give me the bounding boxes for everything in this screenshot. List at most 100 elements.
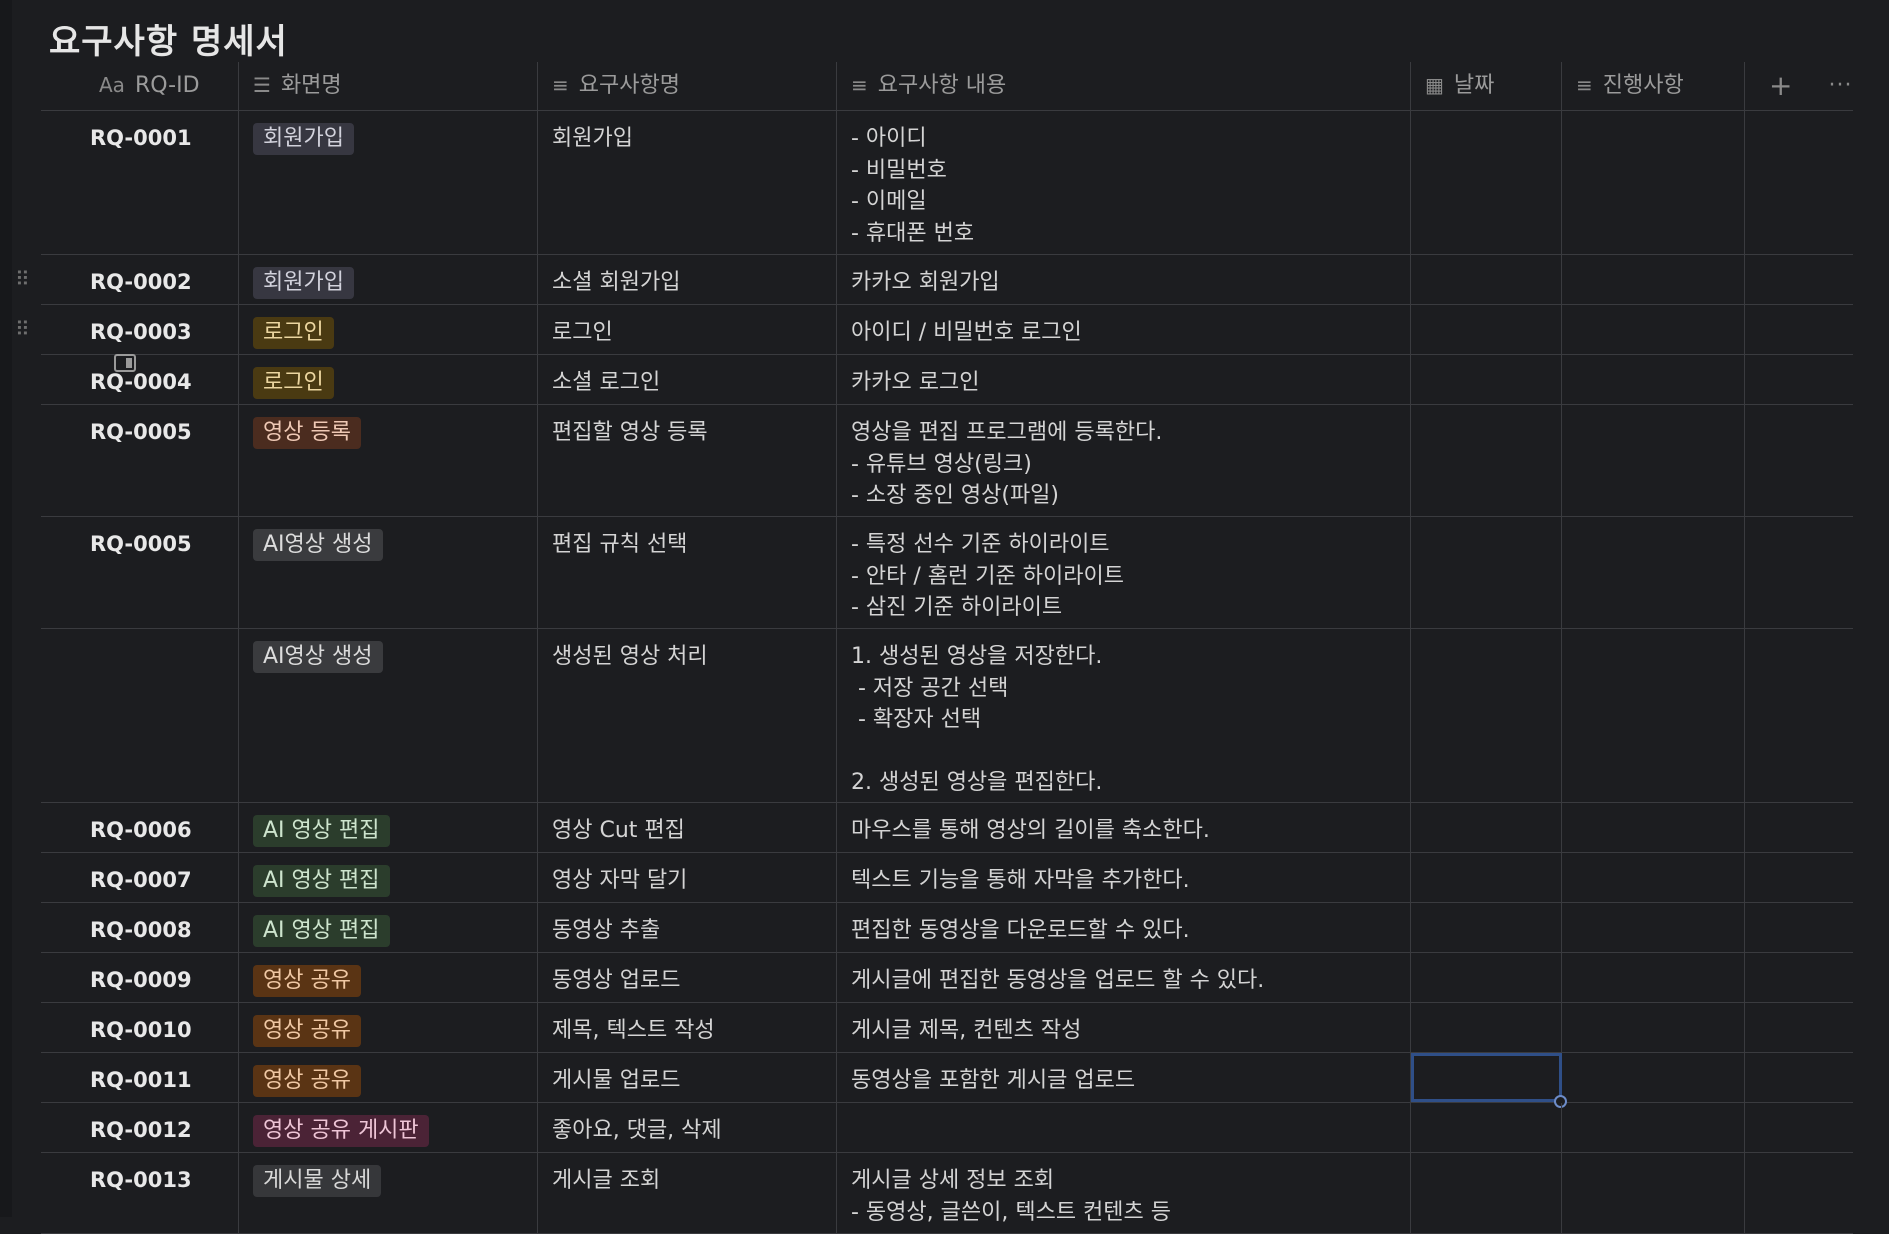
rq-id-cell[interactable]: RQ-0012 (41, 1103, 239, 1152)
column-header-rq-id[interactable]: Aa RQ-ID (41, 62, 239, 110)
screen-tag[interactable]: 로그인 (253, 367, 334, 399)
requirement-content-cell[interactable]: 카카오 로그인 (837, 355, 1411, 404)
progress-cell[interactable] (1562, 1153, 1745, 1233)
date-cell[interactable] (1411, 111, 1562, 254)
table-row[interactable]: AI영상 생성 생성된 영상 처리 1. 생성된 영상을 저장한다. - 저장 공간… (41, 629, 1853, 803)
requirement-name-cell[interactable]: 동영상 업로드 (538, 953, 837, 1002)
table-row[interactable]: RQ-0001 회원가입 회원가입 - 아이디 - 비밀번호 - 이메일 - 휴대폰 … (41, 111, 1853, 255)
progress-cell[interactable] (1562, 953, 1745, 1002)
progress-cell[interactable] (1562, 1103, 1745, 1152)
screen-tag[interactable]: 회원가입 (253, 123, 354, 155)
table-row[interactable]: RQ-0005 AI영상 생성 편집 규칙 선택 - 특정 선수 기준 하이라이트 -… (41, 517, 1853, 629)
requirement-name-cell[interactable]: 영상 자막 달기 (538, 853, 837, 902)
rq-id-cell[interactable]: RQ-0003 (41, 305, 239, 372)
screen-tag[interactable]: AI 영상 편집 (253, 865, 390, 897)
screen-cell[interactable]: AI 영상 편집 (239, 803, 538, 852)
fill-handle[interactable] (1554, 1095, 1567, 1108)
requirement-content-cell[interactable]: - 아이디 - 비밀번호 - 이메일 - 휴대폰 번호 (837, 111, 1411, 254)
table-row[interactable]: ⠿ RQ-0002 회원가입 소셜 회원가입 카카오 회원가입 (15, 255, 1853, 305)
rq-id-cell[interactable] (41, 629, 239, 802)
date-cell[interactable] (1411, 305, 1562, 354)
table-row[interactable]: RQ-0009 영상 공유 동영상 업로드 게시글에 편집한 동영상을 업로드 할 수… (41, 953, 1853, 1003)
requirement-content-cell[interactable]: 마우스를 통해 영상의 길이를 축소한다. (837, 803, 1411, 852)
progress-cell[interactable] (1562, 111, 1745, 254)
requirement-name-cell[interactable]: 게시글 조회 (538, 1153, 837, 1233)
rq-id-cell[interactable]: RQ-0005 (41, 517, 239, 628)
requirement-name-cell[interactable]: 게시물 업로드 (538, 1053, 837, 1102)
requirement-name-cell[interactable]: 편집 규칙 선택 (538, 517, 837, 628)
progress-cell[interactable] (1562, 853, 1745, 902)
screen-tag[interactable]: 영상 공유 (253, 1015, 361, 1047)
date-cell[interactable] (1411, 953, 1562, 1002)
screen-cell[interactable]: AI영상 생성 (239, 629, 538, 802)
rq-id-cell[interactable]: RQ-0011 (41, 1053, 239, 1102)
requirement-name-cell[interactable]: 영상 Cut 편집 (538, 803, 837, 852)
progress-cell[interactable] (1562, 1053, 1745, 1102)
table-row[interactable]: RQ-0008 AI 영상 편집 동영상 추출 편집한 동영상을 다운로드할 수 있다… (41, 903, 1853, 953)
column-header-req-name[interactable]: ≡ 요구사항명 (538, 62, 837, 110)
column-header-req-content[interactable]: ≡ 요구사항 내용 (837, 62, 1411, 110)
progress-cell[interactable] (1562, 803, 1745, 852)
screen-cell[interactable]: 게시물 상세 (239, 1153, 538, 1233)
rq-id-cell[interactable]: RQ-0006 (41, 803, 239, 852)
requirement-name-cell[interactable]: 소셜 회원가입 (538, 255, 837, 304)
screen-cell[interactable]: 영상 공유 (239, 1003, 538, 1052)
rq-id-cell[interactable]: RQ-0005 (41, 405, 239, 516)
rq-id-cell[interactable]: RQ-0013 (41, 1153, 239, 1233)
table-row[interactable]: RQ-0004 로그인 소셜 로그인 카카오 로그인 (41, 355, 1853, 405)
drag-handle-icon[interactable]: ⠿ (15, 317, 30, 341)
table-row[interactable]: RQ-0010 영상 공유 제목, 텍스트 작성 게시글 제목, 컨텐츠 작성 (41, 1003, 1853, 1053)
progress-cell[interactable] (1562, 1003, 1745, 1052)
screen-tag[interactable]: 영상 공유 (253, 965, 361, 997)
progress-cell[interactable] (1562, 629, 1745, 802)
screen-tag[interactable]: 회원가입 (253, 267, 354, 299)
requirement-content-cell[interactable]: 게시글에 편집한 동영상을 업로드 할 수 있다. (837, 953, 1411, 1002)
requirement-name-cell[interactable]: 생성된 영상 처리 (538, 629, 837, 802)
screen-tag[interactable]: AI영상 생성 (253, 641, 383, 673)
progress-cell[interactable] (1562, 903, 1745, 952)
date-cell[interactable] (1411, 255, 1562, 304)
rq-id-cell[interactable]: RQ-0009 (41, 953, 239, 1002)
rq-id-cell[interactable]: RQ-0004 (41, 355, 239, 404)
requirement-content-cell[interactable]: 아이디 / 비밀번호 로그인 (837, 305, 1411, 354)
requirement-content-cell[interactable]: 1. 생성된 영상을 저장한다. - 저장 공간 선택 - 확장자 선택 2. … (837, 629, 1411, 802)
screen-tag[interactable]: 영상 공유 (253, 1065, 361, 1097)
screen-tag[interactable]: AI 영상 편집 (253, 915, 390, 947)
progress-cell[interactable] (1562, 305, 1745, 354)
screen-cell[interactable]: 영상 공유 게시판 (239, 1103, 538, 1152)
screen-tag[interactable]: 로그인 (253, 317, 334, 349)
table-row[interactable]: ⠿ RQ-0003 로그인 로그인 아이디 / 비밀번호 로그인 (15, 305, 1853, 372)
add-column-button[interactable]: + (1769, 69, 1793, 103)
rq-id-cell[interactable]: RQ-0002 (41, 255, 239, 304)
drag-handle-icon[interactable]: ⠿ (15, 267, 30, 291)
screen-tag[interactable]: 영상 등록 (253, 417, 361, 449)
requirement-name-cell[interactable]: 로그인 (538, 305, 837, 354)
requirement-content-cell[interactable]: 영상을 편집 프로그램에 등록한다. - 유튜브 영상(링크) - 소장 중인 … (837, 405, 1411, 516)
progress-cell[interactable] (1562, 405, 1745, 516)
table-row[interactable]: RQ-0012 영상 공유 게시판 좋아요, 댓글, 삭제 (41, 1103, 1853, 1153)
date-cell[interactable] (1411, 629, 1562, 802)
screen-cell[interactable]: 로그인 (239, 305, 538, 354)
table-row[interactable]: RQ-0011 영상 공유 게시물 업로드 동영상을 포함한 게시글 업로드 (41, 1053, 1853, 1108)
requirement-name-cell[interactable]: 좋아요, 댓글, 삭제 (538, 1103, 837, 1152)
screen-tag[interactable]: 게시물 상세 (253, 1165, 382, 1197)
date-cell[interactable] (1411, 1053, 1567, 1108)
table-row[interactable]: RQ-0005 영상 등록 편집할 영상 등록 영상을 편집 프로그램에 등록한다. … (41, 405, 1853, 517)
requirement-content-cell[interactable]: 동영상을 포함한 게시글 업로드 (837, 1053, 1411, 1102)
rq-id-cell[interactable]: RQ-0008 (41, 903, 239, 952)
date-cell[interactable] (1411, 803, 1562, 852)
screen-cell[interactable]: AI영상 생성 (239, 517, 538, 628)
screen-tag[interactable]: AI영상 생성 (253, 529, 383, 561)
requirement-content-cell[interactable]: 게시글 제목, 컨텐츠 작성 (837, 1003, 1411, 1052)
requirement-content-cell[interactable]: 게시글 상세 정보 조회 - 동영상, 글쓴이, 텍스트 컨텐츠 등 (837, 1153, 1411, 1233)
rq-id-cell[interactable]: RQ-0010 (41, 1003, 239, 1052)
requirement-name-cell[interactable]: 편집할 영상 등록 (538, 405, 837, 516)
open-page-icon[interactable] (114, 353, 136, 372)
progress-cell[interactable] (1562, 517, 1745, 628)
date-cell[interactable] (1411, 853, 1562, 902)
screen-cell[interactable]: 영상 공유 (239, 1053, 538, 1102)
column-header-progress[interactable]: ≡ 진행사항 (1562, 62, 1745, 110)
progress-cell[interactable] (1562, 355, 1745, 404)
requirement-content-cell[interactable]: 편집한 동영상을 다운로드할 수 있다. (837, 903, 1411, 952)
date-cell[interactable] (1411, 405, 1562, 516)
